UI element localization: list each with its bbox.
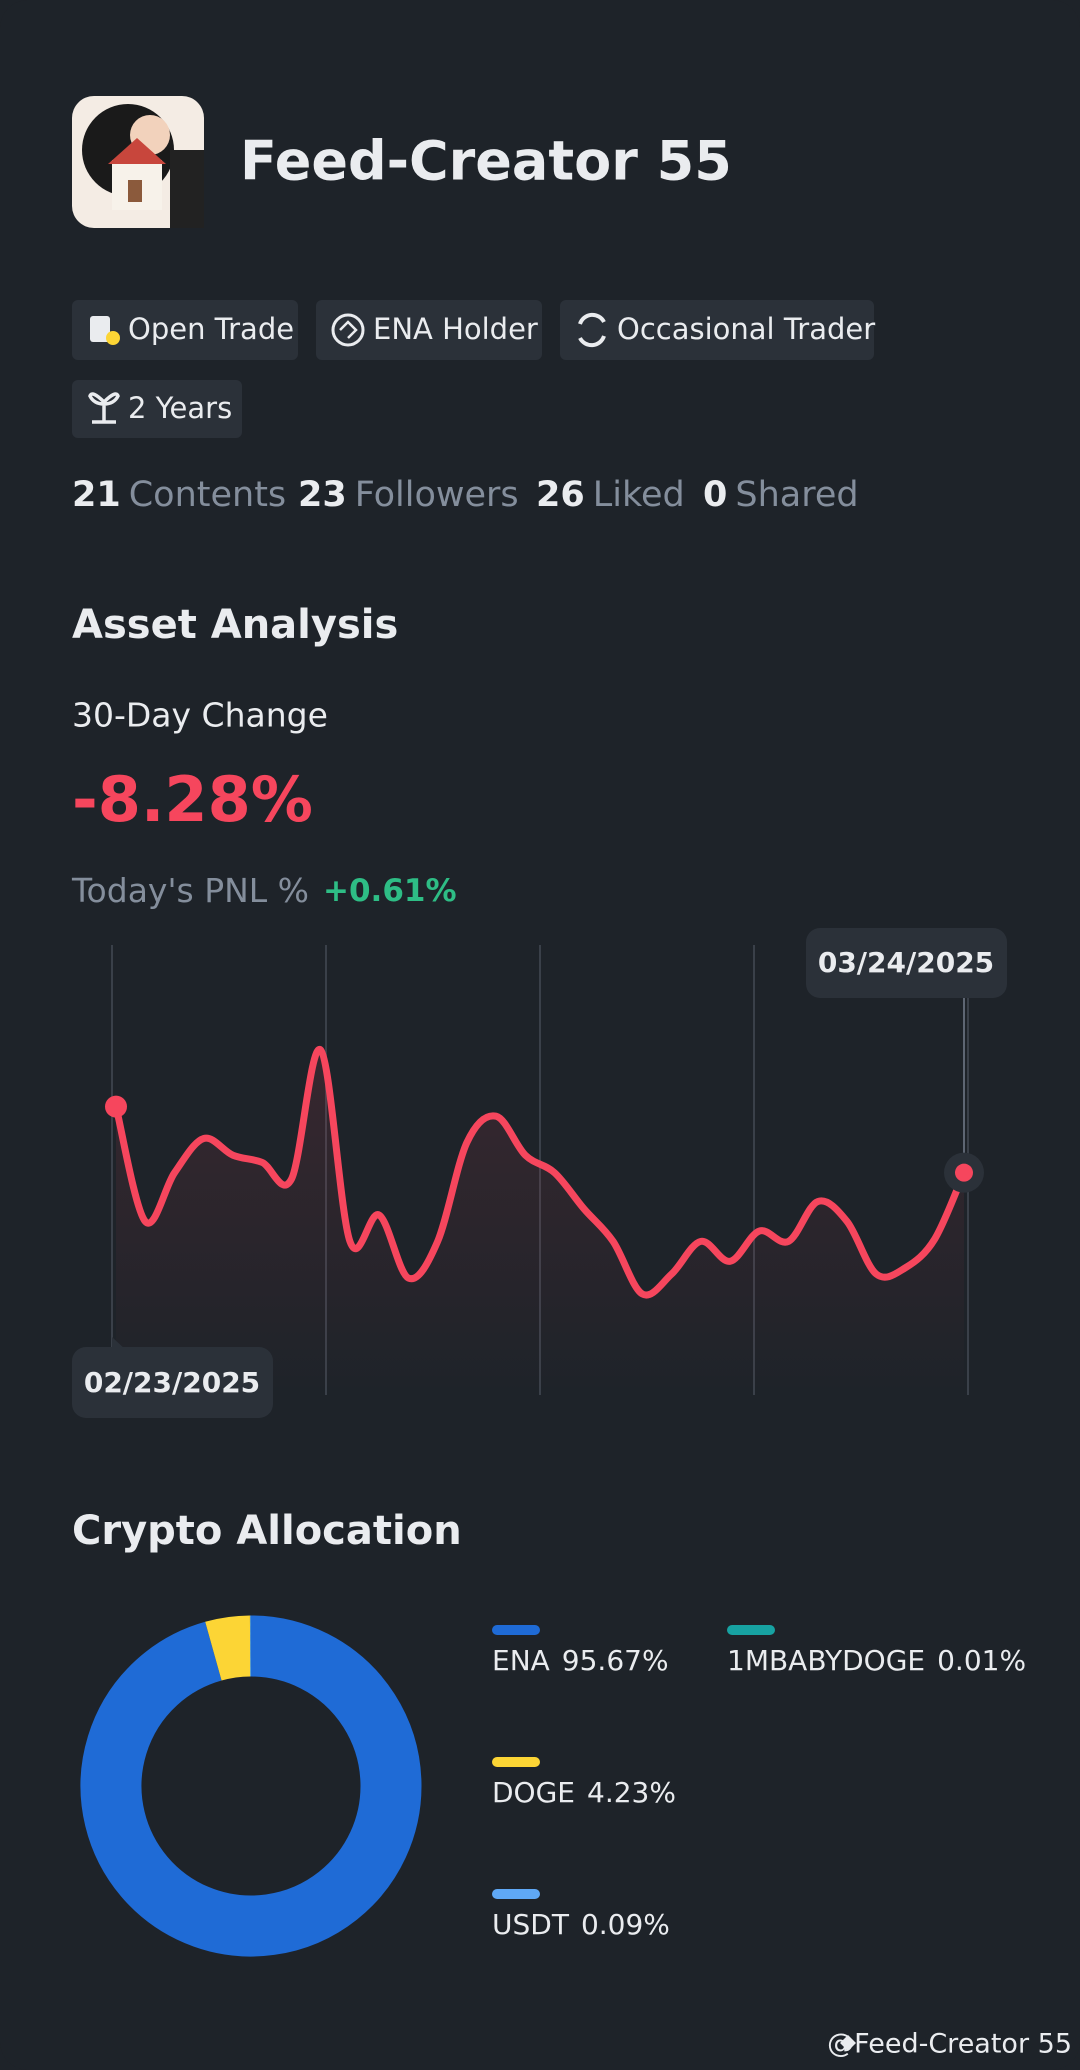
stat: 26 Liked: [536, 475, 685, 515]
profile-name: Feed-Creator 55: [240, 130, 732, 193]
badge-label: Occasional Trader: [617, 312, 875, 346]
footer: @Feed-Creator 55: [827, 2029, 1072, 2060]
pnl: Today's PNL % +0.61%: [71, 871, 457, 910]
donut-slice: [205, 1615, 252, 1681]
line-chart: [105, 998, 984, 1395]
legend-value: 4.23%: [587, 1776, 676, 1809]
legend-name: 1MBABYDOGE: [727, 1644, 925, 1677]
avatar: [72, 96, 204, 228]
legend-entry: DOGE 4.23%: [492, 1776, 676, 1809]
legend-swatch: [492, 1889, 540, 1899]
change-value: -8.28%: [72, 763, 313, 836]
stat-label: Followers: [355, 475, 519, 515]
start-tooltip: 02/23/2025: [72, 1337, 273, 1418]
badge[interactable]: Open Trade: [72, 300, 298, 360]
legend-swatch: [727, 1625, 775, 1635]
pnl-label: Today's PNL %: [71, 871, 309, 910]
legend-entry: USDT 0.09%: [492, 1908, 670, 1941]
badge-label: Open Trade: [128, 312, 294, 346]
stat: 23 Followers: [298, 475, 519, 515]
legend-entry: ENA 95.67%: [492, 1644, 669, 1677]
legend-name: DOGE: [492, 1776, 575, 1809]
change-label: 30-Day Change: [72, 696, 328, 735]
line-area: [116, 1049, 964, 1395]
legend-swatch: [492, 1757, 540, 1767]
badge[interactable]: ENA Holder: [316, 300, 542, 360]
badge[interactable]: Occasional Trader: [560, 300, 875, 360]
section-title: Asset Analysis: [72, 602, 398, 648]
legend-value: 95.67%: [562, 1644, 669, 1677]
legend-entry: 1MBABYDOGE 0.01%: [727, 1644, 1026, 1677]
start-point: [105, 1095, 127, 1118]
legend-name: ENA: [492, 1644, 550, 1677]
watermark: @Feed-Creator 55: [827, 2029, 1072, 2060]
stat-value: 0: [703, 475, 727, 515]
end-point: [955, 1163, 973, 1182]
donut-chart: [80, 1615, 422, 1957]
pnl-value: +0.61%: [323, 873, 457, 909]
badge[interactable]: 2 Years: [72, 380, 242, 438]
stat-value: 21: [72, 475, 121, 515]
legend-swatch: [492, 1625, 540, 1635]
stat-value: 26: [536, 475, 585, 515]
tooltip-date: 02/23/2025: [84, 1366, 260, 1399]
stat-label: Liked: [593, 475, 685, 515]
section-title: Crypto Allocation: [72, 1508, 462, 1554]
line-series: [112, 1046, 968, 1299]
donut-slice: [80, 1615, 422, 1957]
legend-value: 0.01%: [937, 1644, 1026, 1677]
legend: ENA 95.67% DOGE 4.23% USDT 0.09% 1MBABYDOGE 0.0…: [492, 1625, 1026, 1941]
stat: 0 Shared: [703, 475, 859, 515]
stat-value: 23: [298, 475, 347, 515]
badge-label: ENA Holder: [373, 312, 538, 346]
stat: 21 Contents: [72, 475, 286, 515]
stat-label: Shared: [735, 475, 858, 515]
legend-name: USDT: [492, 1908, 570, 1941]
tooltip-date: 03/24/2025: [818, 946, 994, 979]
stat-label: Contents: [129, 475, 286, 515]
badge-label: 2 Years: [128, 391, 232, 425]
end-tooltip: 03/24/2025: [806, 928, 1007, 998]
legend-value: 0.09%: [581, 1908, 670, 1941]
